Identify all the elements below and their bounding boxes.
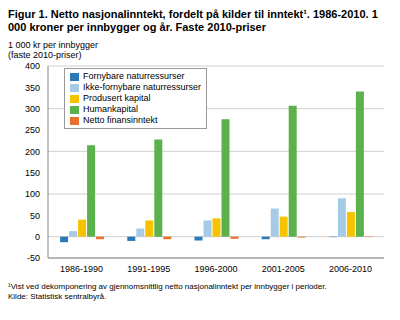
html-text:Ikke-fornybare naturressurser: Ikke-fornybare naturressurser [83,82,201,92]
svg-text:1991-1995: 1991-1995 [127,264,170,274]
svg-text:0: 0 [35,232,40,242]
svg-text:150: 150 [25,168,40,178]
html-text:Fornybare naturressurser: Fornybare naturressurser [83,71,185,81]
html-text:Figur 1. Netto nasjonalinntekt: Figur 1. Netto nasjonalinntekt, fordelt … [8,8,378,33]
html-text:Humankapital: Humankapital [83,104,138,114]
svg-text:2006-2010: 2006-2010 [329,264,372,274]
svg-text:1996-2000: 1996-2000 [194,264,237,274]
svg-text:-50: -50 [27,253,40,263]
html-text:¹Vist ved dekomponering av gje: ¹Vist ved dekomponering av gjennomsnittl… [8,282,327,291]
svg-text:100: 100 [25,189,40,199]
html-text:1 000 kr per innbygger (faste: 1 000 kr per innbygger (faste 2010-prise… [8,40,99,60]
svg-text:300: 300 [25,104,40,114]
svg-text:250: 250 [25,125,40,135]
svg-text:1986-1990: 1986-1990 [60,264,103,274]
html-text:Kilde: Statistisk sentralbyrå.: Kilde: Statistisk sentralbyrå. [8,292,107,301]
svg-text:400: 400 [25,61,40,71]
svg-text:50: 50 [30,211,40,221]
svg-text:350: 350 [25,83,40,93]
html-text:Produsert kapital: Produsert kapital [83,93,151,103]
html-text:Netto finansinntekt: Netto finansinntekt [83,115,158,125]
svg-text:2001-2005: 2001-2005 [262,264,305,274]
svg-text:200: 200 [25,147,40,157]
